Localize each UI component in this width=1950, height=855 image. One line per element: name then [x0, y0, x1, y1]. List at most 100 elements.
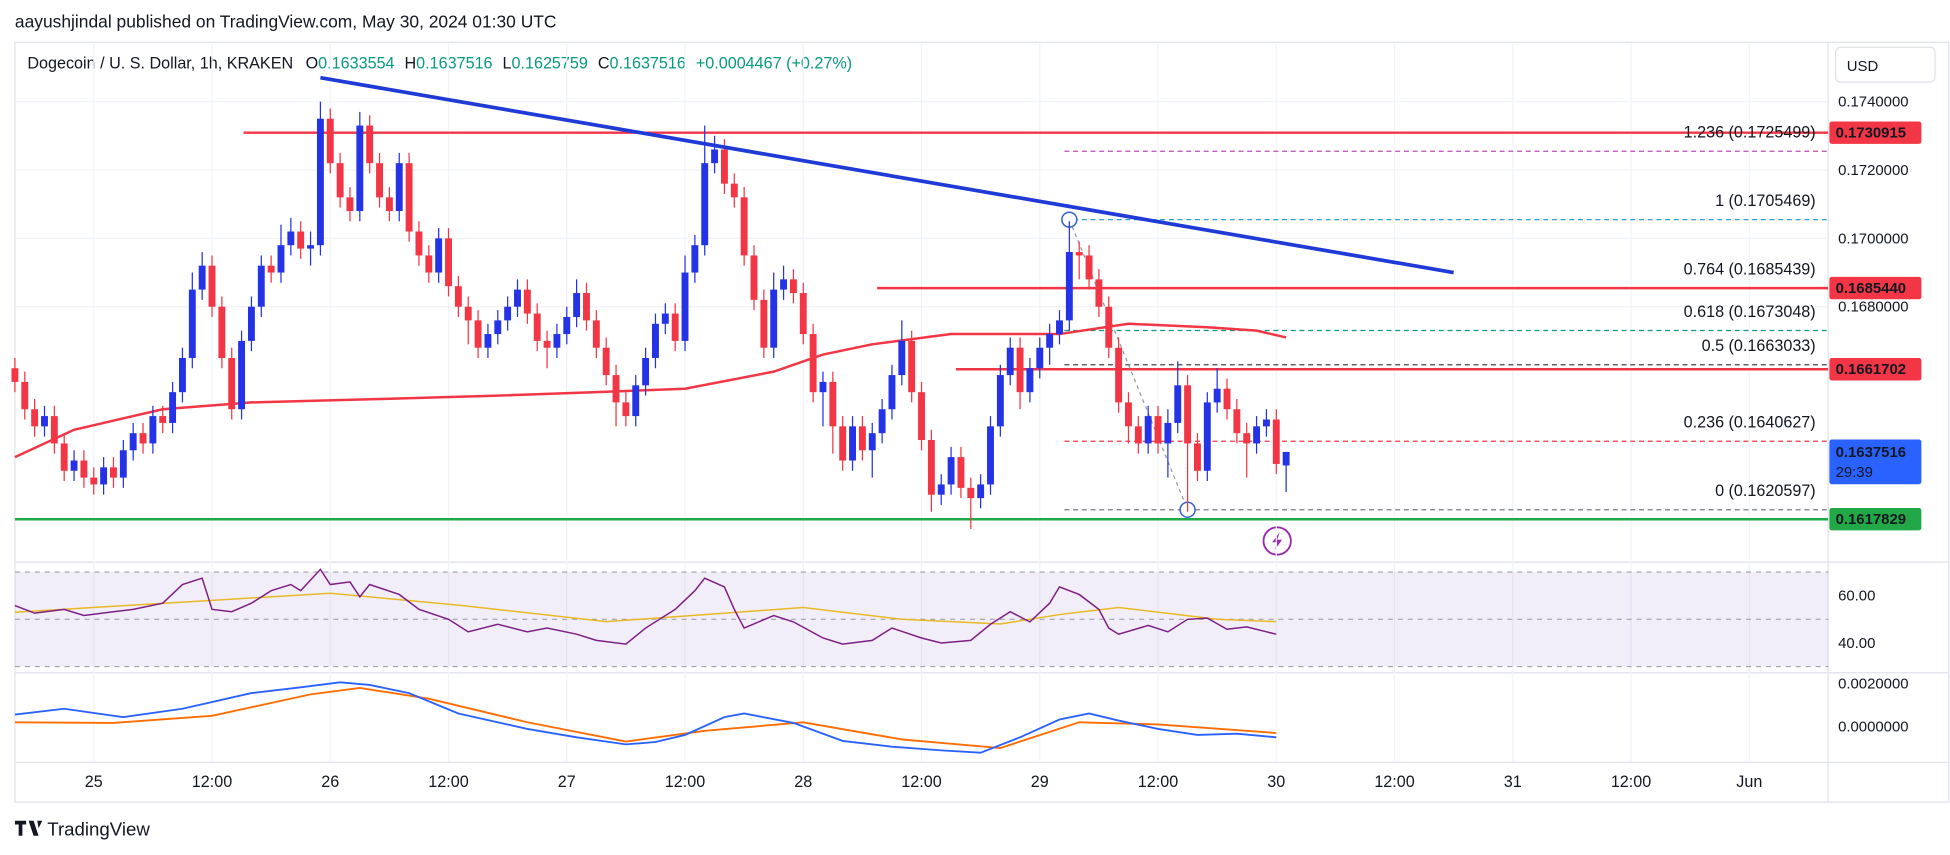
candle-body	[918, 392, 925, 441]
candle-body	[178, 357, 186, 393]
candle-body	[31, 409, 39, 427]
x-tick-label: 31	[1504, 773, 1522, 791]
candle-body	[1085, 255, 1093, 280]
candle-body	[159, 416, 167, 423]
candle-body	[1272, 419, 1280, 464]
candle-body	[799, 293, 807, 335]
candle-body	[573, 293, 581, 317]
candle-body	[1134, 426, 1142, 444]
candle-body	[1006, 347, 1014, 376]
candle-body	[484, 334, 492, 348]
last-price-tag	[1829, 439, 1922, 485]
candle-body	[1016, 347, 1024, 393]
alert-bolt	[1272, 532, 1283, 550]
candle-body	[1203, 402, 1211, 471]
candle-body	[238, 340, 246, 410]
candle-body	[50, 416, 58, 444]
candle-body	[740, 197, 748, 256]
candle-body	[60, 443, 68, 471]
candle-body	[583, 293, 590, 321]
candle-body	[356, 125, 364, 212]
candle-body	[947, 457, 955, 485]
candle-body	[849, 426, 856, 461]
price-tag	[1829, 121, 1922, 144]
candle-body	[868, 433, 876, 451]
countdown: 29:39	[1836, 464, 1873, 481]
candle-body	[277, 245, 285, 273]
candle-body	[1243, 433, 1251, 444]
candle-body	[996, 375, 1004, 427]
candle-body	[218, 306, 226, 358]
candle-body	[878, 409, 886, 434]
candle-body	[691, 245, 699, 273]
candle-body	[1193, 443, 1201, 471]
candle-body	[346, 197, 354, 212]
fib-label: 0.764 (0.1685439)	[1684, 260, 1816, 278]
candle-body	[780, 279, 788, 290]
candle-body	[504, 306, 512, 321]
candle-body	[671, 313, 679, 341]
candle-body	[543, 340, 551, 348]
macd-line	[14, 681, 1277, 754]
candle-body	[987, 426, 994, 485]
x-tick-label: 12:00	[1374, 773, 1414, 791]
candle-body	[267, 265, 275, 273]
symbol-title: Dogecoin / U. S. Dollar, 1h, KRAKEN	[27, 54, 293, 72]
price-tag	[1829, 508, 1922, 531]
candle-body	[1253, 426, 1261, 444]
candle-body	[750, 255, 758, 300]
candle-body	[977, 484, 985, 499]
candle-body	[385, 197, 393, 212]
rsi-tick-label: 60.00	[1838, 588, 1875, 605]
fib-label: 1 (0.1705469)	[1715, 192, 1816, 210]
price-tag-label: 0.1617829	[1836, 511, 1906, 528]
candle-body	[681, 272, 689, 341]
candle-body	[326, 118, 334, 164]
y-tick-label: 0.1680000	[1838, 299, 1908, 316]
candle-body	[1174, 385, 1182, 423]
candle-body	[1105, 306, 1113, 348]
candle-body	[139, 433, 147, 444]
alert-icon[interactable]	[1262, 526, 1292, 556]
price-tag-label: 0.1730915	[1836, 125, 1906, 142]
candle-body	[1213, 388, 1221, 403]
candle-body	[908, 340, 916, 393]
ohlc-value: 0.1637516	[610, 54, 686, 72]
brand: TradingView	[47, 819, 150, 840]
candle-body	[957, 457, 965, 488]
candle-body	[1095, 279, 1103, 307]
candle-body	[533, 313, 541, 341]
currency-box[interactable]	[1834, 46, 1936, 83]
candle-body	[770, 289, 778, 348]
candle-body	[514, 289, 521, 307]
ohlc-value: 0.1637516	[416, 54, 492, 72]
candle-body	[70, 460, 78, 471]
candle-body	[1262, 419, 1270, 427]
trendline	[320, 75, 1454, 275]
frame	[14, 41, 1950, 803]
x-tick-label: 12:00	[428, 773, 468, 791]
candle-body	[445, 238, 452, 287]
candle-body	[405, 163, 413, 232]
x-tick-label: 12:00	[1611, 773, 1651, 791]
candle-body	[1115, 347, 1123, 403]
candle-body	[1125, 402, 1132, 427]
ohlc-value: 0.1625759	[512, 54, 588, 72]
candle-body	[474, 320, 482, 348]
candle-body	[1075, 252, 1083, 256]
candle-body	[1223, 388, 1231, 410]
candle-body	[425, 255, 433, 273]
price-tag	[1829, 276, 1922, 300]
candle-body	[435, 238, 443, 273]
ohlc-label: H	[405, 54, 417, 72]
x-tick-label: 30	[1267, 773, 1285, 791]
candle-body	[464, 306, 472, 321]
candle-body	[11, 368, 19, 382]
candle-body	[642, 357, 650, 386]
x-tick-label: 28	[794, 773, 812, 791]
candle-body	[1282, 451, 1290, 466]
candle-body	[80, 460, 88, 478]
rsi-ma-line	[14, 592, 1277, 625]
candle-body	[169, 392, 177, 423]
